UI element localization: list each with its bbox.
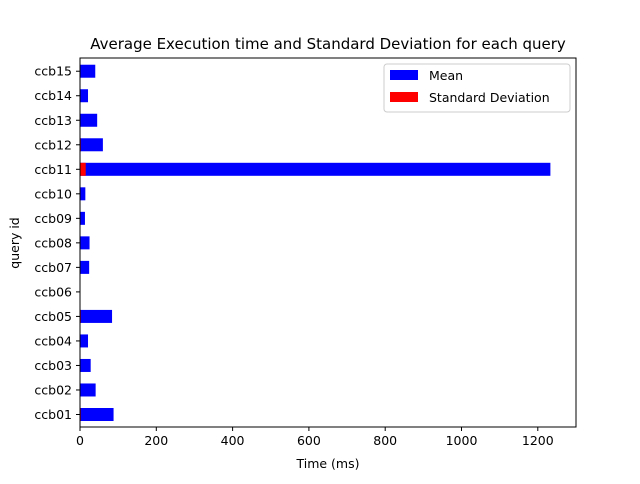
y-tick-label-ccb04: ccb04	[34, 333, 72, 348]
y-axis-title: query id	[7, 217, 22, 268]
bar-mean-ccb11	[80, 163, 550, 176]
y-tick-label-ccb15: ccb15	[34, 64, 72, 79]
x-tick-label: 800	[373, 433, 397, 448]
x-tick-label: 400	[221, 433, 245, 448]
y-tick-label-ccb01: ccb01	[34, 407, 72, 422]
x-tick-label: 600	[297, 433, 321, 448]
x-tick-label: 1200	[522, 433, 554, 448]
bar-mean-ccb08	[80, 236, 90, 249]
y-tick-label-ccb13: ccb13	[34, 113, 72, 128]
bar-mean-ccb07	[80, 261, 89, 274]
y-tick-label-ccb09: ccb09	[34, 211, 72, 226]
y-tick-label-ccb14: ccb14	[34, 88, 72, 103]
legend-swatch-standard-deviation	[390, 92, 418, 102]
bar-mean-ccb03	[80, 359, 91, 372]
y-tick-label-ccb02: ccb02	[34, 382, 72, 397]
legend: Mean Standard Deviation	[384, 64, 570, 112]
legend-label-mean: Mean	[429, 68, 463, 83]
x-axis-title: Time (ms)	[295, 456, 359, 471]
bar-mean-ccb13	[80, 114, 97, 127]
bar-mean-ccb01	[80, 408, 114, 421]
chart-title: Average Execution time and Standard Devi…	[90, 35, 566, 53]
y-tick-label-ccb07: ccb07	[34, 260, 72, 275]
y-tick-label-ccb03: ccb03	[34, 358, 72, 373]
y-tick-label-ccb11: ccb11	[34, 162, 72, 177]
legend-label-standard-deviation: Standard Deviation	[429, 90, 550, 105]
y-tick-label-ccb08: ccb08	[34, 235, 72, 250]
bar-mean-ccb10	[80, 187, 85, 200]
bar-mean-ccb02	[80, 383, 96, 396]
y-tick-label-ccb06: ccb06	[34, 284, 72, 299]
y-tick-label-ccb10: ccb10	[34, 186, 72, 201]
bar-mean-ccb04	[80, 334, 88, 347]
bar-mean-ccb12	[80, 138, 103, 151]
y-tick-label-ccb12: ccb12	[34, 137, 72, 152]
x-tick-label: 0	[76, 433, 84, 448]
bar-mean-ccb09	[80, 212, 85, 225]
bar-mean-ccb15	[80, 65, 95, 78]
y-tick-label-ccb05: ccb05	[34, 309, 72, 324]
legend-swatch-mean	[390, 70, 418, 80]
bar-standard-deviation-ccb11	[80, 163, 86, 176]
x-tick-label: 200	[144, 433, 168, 448]
x-tick-label: 1000	[446, 433, 478, 448]
bar-mean-ccb14	[80, 89, 88, 102]
bar-mean-ccb05	[80, 310, 112, 323]
